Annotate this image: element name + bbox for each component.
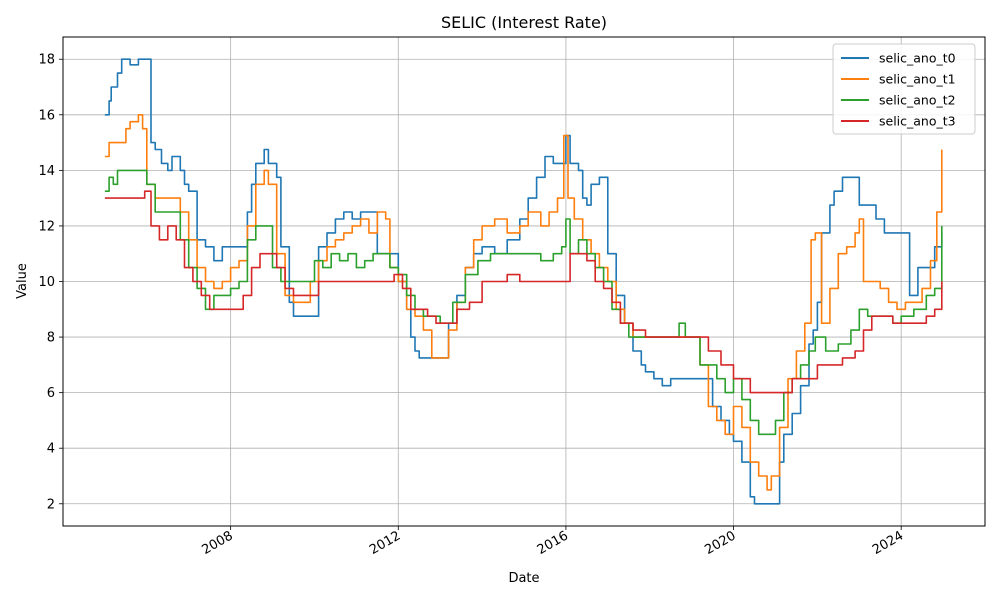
y-tick-label: 10 — [38, 275, 55, 290]
legend-label: selic_ano_t2 — [879, 93, 956, 108]
y-tick-label: 4 — [47, 442, 55, 457]
y-tick-label: 2 — [47, 497, 55, 512]
y-tick-label: 16 — [38, 108, 55, 123]
series-line-selic_ano_t3 — [104, 190, 943, 394]
chart-title: SELIC (Interest Rate) — [441, 13, 607, 32]
series-lines — [104, 58, 943, 505]
series-line-selic_ano_t2 — [104, 169, 943, 436]
legend: selic_ano_t0 selic_ano_t1 selic_ano_t2seli… — [832, 43, 976, 135]
y-tick-label: 12 — [38, 219, 55, 234]
legend-label: selic_ano_t3 — [879, 114, 956, 129]
legend-label: selic_ano_t0 — [879, 51, 956, 66]
legend-label: selic_ano_t1 — [879, 72, 956, 87]
y-axis-label: Value — [15, 263, 30, 299]
legend-box — [832, 43, 976, 135]
y-tick-label: 8 — [47, 331, 55, 346]
y-tick-label: 18 — [38, 53, 55, 68]
x-axis-label: Date — [508, 571, 539, 586]
y-tick-label: 6 — [47, 386, 55, 401]
y-tick-label: 14 — [38, 164, 55, 179]
series-line-selic_ano_t1 — [104, 114, 943, 491]
